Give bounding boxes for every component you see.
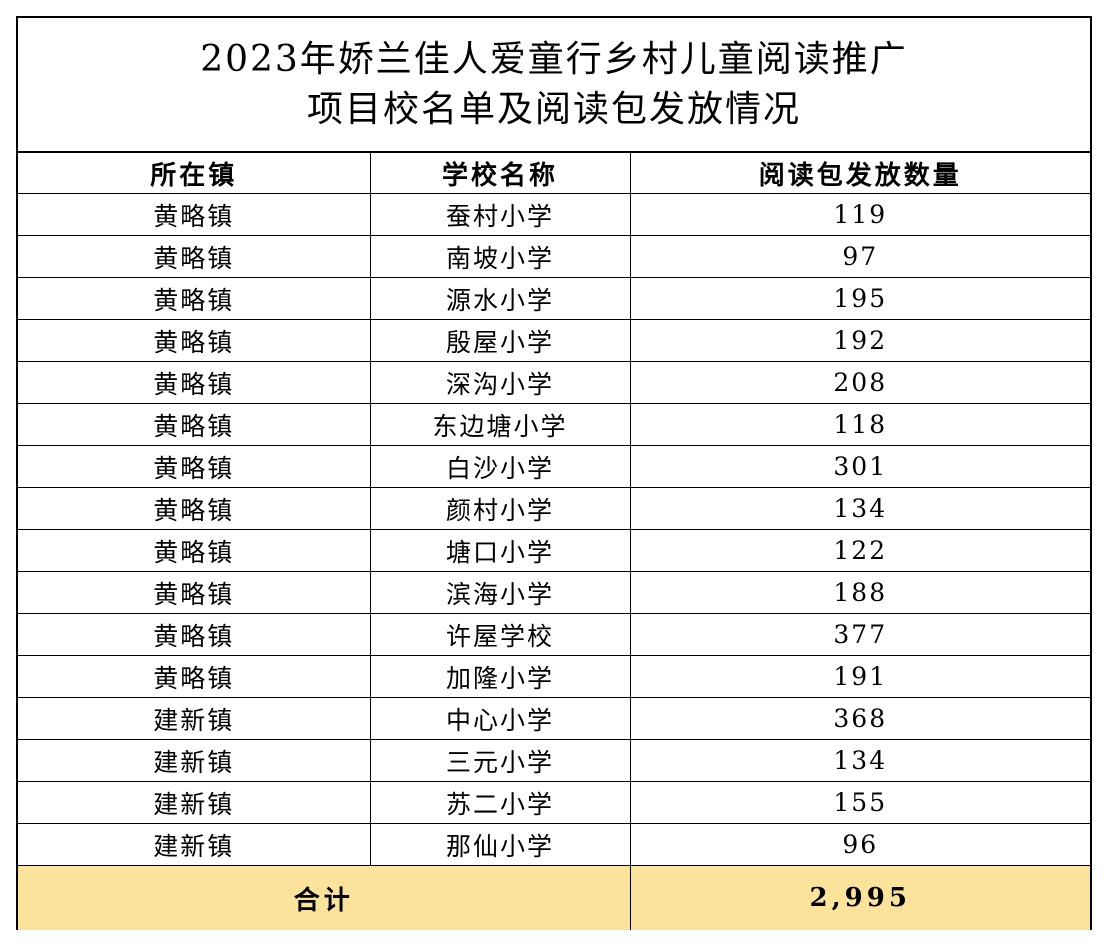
count-cell: 301 (629, 445, 1090, 488)
count-cell: 368 (629, 697, 1090, 740)
town-cell: 黄略镇 (18, 403, 371, 446)
town-cell: 建新镇 (18, 781, 371, 824)
table-row: 黄略镇 白沙小学 301 (18, 445, 1090, 488)
town-cell: 黄略镇 (18, 487, 371, 530)
title-line-1: 2023年娇兰佳人爱童行乡村儿童阅读推广 (200, 38, 908, 80)
school-cell: 蚕村小学 (369, 193, 631, 236)
total-row: 合计 2,995 (18, 865, 1090, 930)
school-cell: 源水小学 (369, 277, 631, 320)
total-value: 2,995 (629, 865, 1090, 930)
school-cell: 滨海小学 (369, 571, 631, 614)
town-cell: 建新镇 (18, 697, 371, 740)
table-row: 黄略镇 颜村小学 134 (18, 487, 1090, 530)
table-row: 建新镇 中心小学 368 (18, 697, 1090, 740)
table-row: 黄略镇 塘口小学 122 (18, 529, 1090, 572)
count-cell: 208 (629, 361, 1090, 404)
count-cell: 195 (629, 277, 1090, 320)
town-cell: 黄略镇 (18, 655, 371, 698)
table-row: 黄略镇 蚕村小学 119 (18, 193, 1090, 236)
town-cell: 黄略镇 (18, 193, 371, 236)
count-cell: 96 (629, 823, 1090, 866)
town-cell: 黄略镇 (18, 613, 371, 656)
count-cell: 134 (629, 739, 1090, 782)
town-cell: 建新镇 (18, 739, 371, 782)
count-cell: 192 (629, 319, 1090, 362)
town-cell: 黄略镇 (18, 529, 371, 572)
count-cell: 188 (629, 571, 1090, 614)
table-row: 建新镇 那仙小学 96 (18, 823, 1090, 866)
school-cell: 加隆小学 (369, 655, 631, 698)
school-cell: 塘口小学 (369, 529, 631, 572)
header-town: 所在镇 (18, 153, 371, 194)
count-cell: 119 (629, 193, 1090, 236)
count-cell: 122 (629, 529, 1090, 572)
header-school-name: 学校名称 (369, 153, 631, 194)
school-cell: 颜村小学 (369, 487, 631, 530)
count-cell: 191 (629, 655, 1090, 698)
town-cell: 建新镇 (18, 823, 371, 866)
total-label: 合计 (18, 865, 631, 930)
count-cell: 155 (629, 781, 1090, 824)
table-header-row: 所在镇 学校名称 阅读包发放数量 (18, 153, 1090, 194)
title-line-2: 项目校名单及阅读包发放情况 (306, 88, 801, 130)
school-cell: 南坡小学 (369, 235, 631, 278)
count-cell: 377 (629, 613, 1090, 656)
school-cell: 那仙小学 (369, 823, 631, 866)
table-row: 黄略镇 加隆小学 191 (18, 655, 1090, 698)
school-cell: 许屋学校 (369, 613, 631, 656)
table-row: 黄略镇 许屋学校 377 (18, 613, 1090, 656)
count-cell: 118 (629, 403, 1090, 446)
school-cell: 白沙小学 (369, 445, 631, 488)
table-row: 黄略镇 源水小学 195 (18, 277, 1090, 320)
school-cell: 深沟小学 (369, 361, 631, 404)
school-cell: 殷屋小学 (369, 319, 631, 362)
table-row: 建新镇 苏二小学 155 (18, 781, 1090, 824)
table-row: 黄略镇 深沟小学 208 (18, 361, 1090, 404)
count-cell: 97 (629, 235, 1090, 278)
school-cell: 三元小学 (369, 739, 631, 782)
table-row: 黄略镇 东边塘小学 118 (18, 403, 1090, 446)
town-cell: 黄略镇 (18, 361, 371, 404)
school-distribution-table: 所在镇 学校名称 阅读包发放数量 黄略镇 蚕村小学 119 黄略镇 南坡小学 9… (18, 153, 1090, 930)
table-row: 黄略镇 滨海小学 188 (18, 571, 1090, 614)
town-cell: 黄略镇 (18, 277, 371, 320)
title-block: 2023年娇兰佳人爱童行乡村儿童阅读推广 项目校名单及阅读包发放情况 (18, 18, 1090, 153)
header-package-count: 阅读包发放数量 (629, 153, 1090, 194)
count-cell: 134 (629, 487, 1090, 530)
distribution-sheet: 2023年娇兰佳人爱童行乡村儿童阅读推广 项目校名单及阅读包发放情况 所在镇 学… (16, 16, 1092, 930)
town-cell: 黄略镇 (18, 319, 371, 362)
table-row: 黄略镇 殷屋小学 192 (18, 319, 1090, 362)
town-cell: 黄略镇 (18, 571, 371, 614)
town-cell: 黄略镇 (18, 445, 371, 488)
school-cell: 东边塘小学 (369, 403, 631, 446)
table-row: 建新镇 三元小学 134 (18, 739, 1090, 782)
table-row: 黄略镇 南坡小学 97 (18, 235, 1090, 278)
town-cell: 黄略镇 (18, 235, 371, 278)
school-cell: 苏二小学 (369, 781, 631, 824)
school-cell: 中心小学 (369, 697, 631, 740)
